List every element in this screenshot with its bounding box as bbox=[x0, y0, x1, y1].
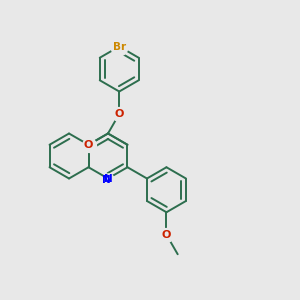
Text: N: N bbox=[102, 175, 111, 185]
Text: O: O bbox=[162, 230, 171, 240]
Text: O: O bbox=[84, 140, 93, 150]
Text: O: O bbox=[115, 109, 124, 119]
Text: N: N bbox=[103, 173, 112, 184]
Text: Br: Br bbox=[113, 41, 126, 52]
